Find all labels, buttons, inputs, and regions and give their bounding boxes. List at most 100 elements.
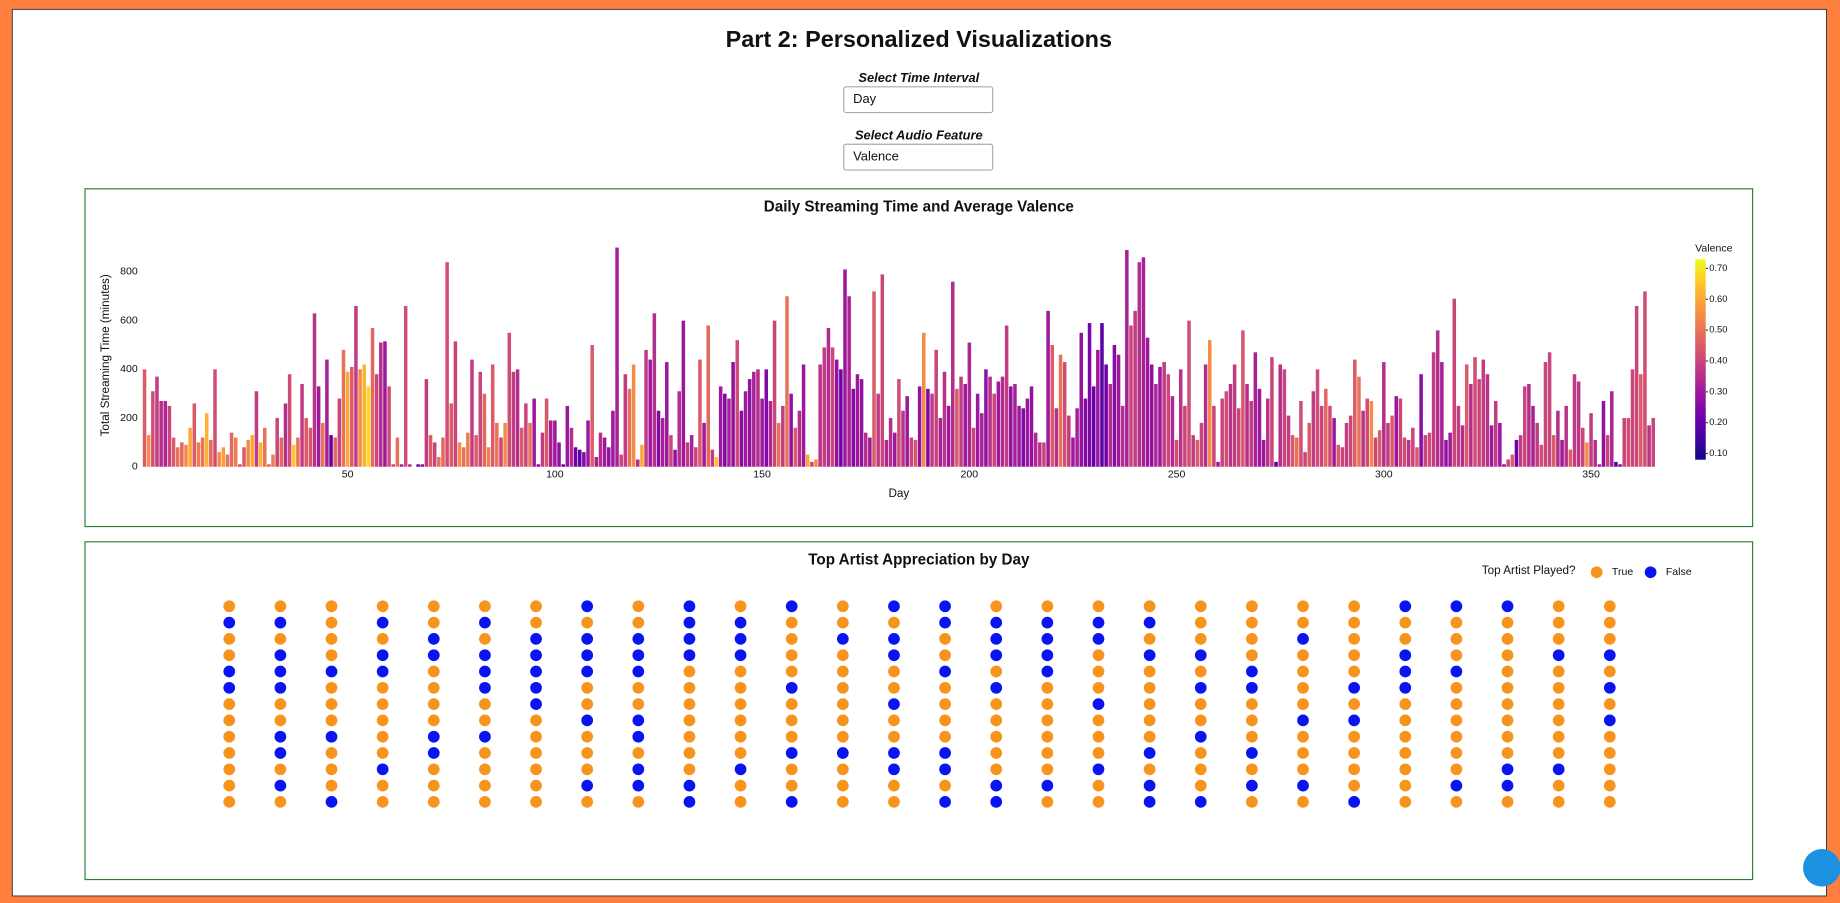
bar: [602, 437, 607, 467]
dot: [1450, 714, 1463, 727]
bar: [188, 427, 192, 467]
dot: [939, 763, 951, 776]
dot: [632, 730, 645, 743]
dot: [1246, 779, 1258, 792]
bar: [1158, 366, 1162, 467]
bar: [300, 383, 304, 467]
dropdown[interactable]: Day: [843, 86, 994, 114]
dot: [274, 714, 287, 727]
dot: [683, 796, 696, 808]
dot: [1603, 665, 1616, 678]
dot: [581, 633, 594, 645]
bar: [586, 420, 590, 467]
bar: [528, 422, 532, 467]
bar: [391, 464, 395, 467]
bar: [304, 418, 308, 467]
bar: [1402, 437, 1407, 467]
bar: [611, 410, 615, 467]
dot: [836, 763, 849, 776]
bar: [884, 439, 889, 467]
dot: [888, 665, 900, 678]
bar: [1601, 400, 1606, 467]
bar: [1274, 461, 1278, 467]
bar: [818, 364, 822, 467]
bar: [441, 437, 445, 467]
bar: [1535, 422, 1539, 467]
bar: [1556, 410, 1560, 467]
dot: [1041, 633, 1054, 645]
dot: [581, 779, 594, 792]
dropdown[interactable]: Valence: [843, 143, 994, 171]
dot: [581, 796, 594, 808]
bar: [1261, 439, 1266, 467]
dot: [376, 681, 389, 694]
dropdown-value[interactable]: Day: [853, 91, 876, 106]
dot: [1603, 714, 1616, 727]
bar: [669, 435, 673, 467]
dot: [1399, 747, 1412, 759]
dot: [479, 600, 491, 613]
bar: [524, 403, 528, 467]
bar: [432, 442, 437, 467]
bar: [752, 371, 756, 467]
dot: [1194, 796, 1207, 808]
dot: [1450, 747, 1463, 759]
bar: [184, 444, 188, 467]
dot: [939, 698, 951, 710]
bar: [1299, 400, 1303, 467]
dot: [939, 714, 951, 727]
bar: [374, 374, 379, 467]
dot: [1348, 779, 1361, 792]
bar: [1522, 386, 1527, 467]
dot: [1603, 616, 1616, 629]
bar: [362, 364, 366, 467]
dot: [1246, 633, 1258, 645]
dot: [427, 665, 440, 678]
bar: [1386, 422, 1390, 467]
bar: [892, 432, 897, 467]
page-title: Part 2: Personalized Visualizations: [726, 26, 1112, 52]
dot: [990, 616, 1003, 629]
dot: [1297, 633, 1309, 645]
dropdown-box[interactable]: [843, 143, 994, 171]
dot: [1450, 633, 1463, 645]
bar: [747, 379, 752, 467]
bar: [1373, 437, 1378, 467]
dot: [325, 747, 338, 759]
bar: [196, 442, 201, 467]
bar: [1029, 386, 1034, 467]
bar: [718, 386, 723, 467]
bar: [1431, 352, 1436, 467]
bar: [901, 410, 905, 467]
bar: [789, 393, 793, 467]
dot: [581, 698, 594, 710]
bar: [246, 439, 250, 467]
bar: [1440, 362, 1444, 467]
chart-panel: [84, 188, 1754, 528]
dot: [1552, 633, 1565, 645]
dot: [888, 681, 900, 694]
dot: [1143, 681, 1156, 694]
dot: [1501, 649, 1514, 662]
dropdown-box[interactable]: [843, 86, 994, 114]
dot: [223, 665, 236, 678]
dot: [1348, 714, 1361, 727]
dot: [1246, 763, 1258, 776]
dot: [1399, 633, 1412, 645]
bar: [1415, 447, 1419, 467]
dot: [785, 747, 798, 759]
bar: [1369, 400, 1374, 467]
bar: [341, 349, 346, 467]
bar: [1013, 383, 1017, 467]
dot: [683, 649, 696, 662]
dot: [223, 714, 236, 727]
dot: [1552, 649, 1565, 662]
bar: [1651, 418, 1655, 467]
dot: [1399, 698, 1412, 710]
dropdown-value[interactable]: Valence: [853, 149, 899, 164]
nav-button[interactable]: [1803, 849, 1840, 887]
dot: [530, 779, 542, 792]
dot: [888, 616, 900, 629]
colorbar: [1695, 259, 1706, 460]
